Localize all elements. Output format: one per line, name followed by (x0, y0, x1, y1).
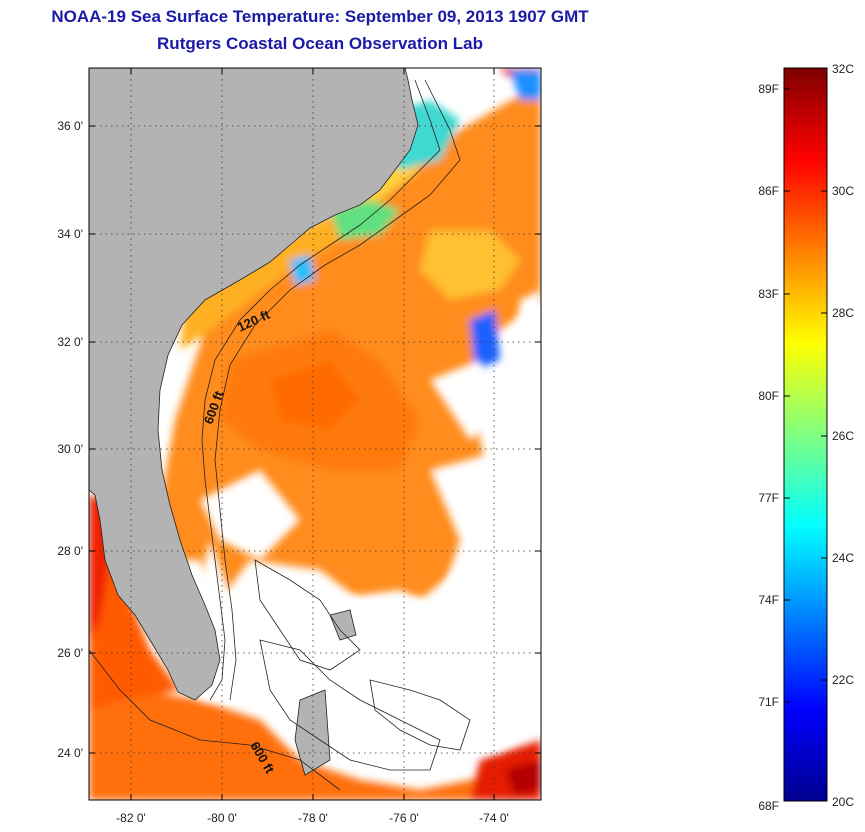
colorbar-f-label: 68F (758, 799, 779, 813)
sst-data-layer (89, 68, 541, 800)
lon-tick-label: -78 0' (298, 811, 328, 825)
colorbar-f-label: 83F (758, 287, 779, 301)
lat-tick-label: 30 0' (57, 442, 83, 456)
land-mass (89, 68, 419, 701)
map-plot-area: 120 ft 600 ft 600 ft (89, 68, 541, 800)
lat-tick-label: 24 0' (57, 746, 83, 760)
axis-ticks (89, 68, 541, 800)
lon-tick-label: -80 0' (207, 811, 237, 825)
lat-tick-label: 34 0' (57, 227, 83, 241)
lat-tick-label: 32 0' (57, 335, 83, 349)
colorbar-c-label: 28C (832, 306, 854, 320)
colorbar-f-label: 80F (758, 389, 779, 403)
colorbar-c-label: 20C (832, 795, 854, 809)
colorbar-c-label: 32C (832, 62, 854, 76)
lat-tick-label: 28 0' (57, 544, 83, 558)
lon-tick-label: -74 0' (479, 811, 509, 825)
lat-tick-label: 36 0' (57, 119, 83, 133)
colorbar-f-label: 86F (758, 184, 779, 198)
lat-tick-label: 26 0' (57, 646, 83, 660)
colorbar-f-label: 71F (758, 695, 779, 709)
bathymetry-contours (89, 79, 471, 791)
colorbar-c-label: 22C (832, 673, 854, 687)
colorbar-gradient (783, 67, 828, 802)
lon-tick-label: -82 0' (116, 811, 146, 825)
temperature-colorbar: 89F 86F 83F 80F 77F 74F 71F 68F 32C 30C … (758, 62, 854, 813)
colorbar-c-label: 26C (832, 429, 854, 443)
colorbar-f-label: 89F (758, 82, 779, 96)
colorbar-c-label: 30C (832, 184, 854, 198)
colorbar-f-label: 77F (758, 491, 779, 505)
no-data-layer (190, 290, 541, 760)
colorbar-c-label: 24C (832, 551, 854, 565)
colorbar-f-label: 74F (758, 593, 779, 607)
graticule (89, 68, 541, 800)
map-frame (88, 67, 542, 801)
lon-tick-label: -76 0' (389, 811, 419, 825)
bahamas-land (329, 609, 357, 641)
cuba-land (294, 689, 331, 776)
map-title: NOAA-19 Sea Surface Temperature: Septemb… (51, 7, 589, 26)
map-subtitle: Rutgers Coastal Ocean Observation Lab (157, 34, 483, 53)
